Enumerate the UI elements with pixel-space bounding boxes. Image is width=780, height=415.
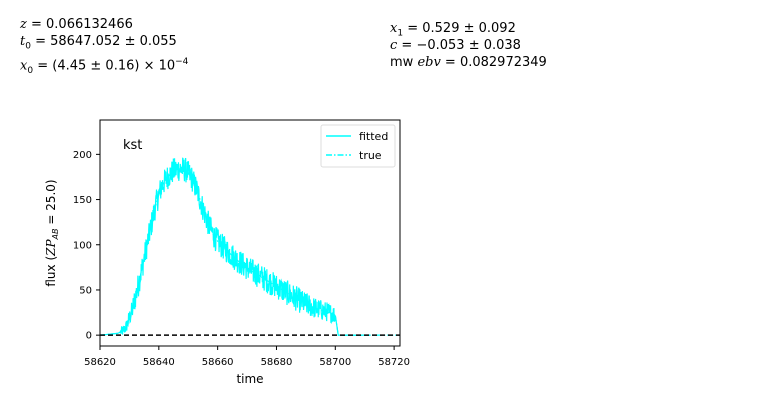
mwebv-value: 0.082972349 <box>459 55 547 70</box>
fit-parameters-right: x1 = 0.529 ± 0.092 c = −0.053 ± 0.038 mw… <box>390 20 547 71</box>
y-tick-label-100: 100 <box>73 240 92 251</box>
y-tick-label-150: 150 <box>73 195 92 206</box>
x-tick-label-58720: 58720 <box>378 357 410 368</box>
plot-frame <box>99 119 401 347</box>
y-tick-label-0: 0 <box>86 331 92 342</box>
legend: fitted true <box>320 124 396 168</box>
redshift-readout: z = 0.066132466 <box>20 17 133 32</box>
x-axis-ticks: 58620 58640 58660 58680 58700 58720 <box>84 346 410 368</box>
x-tick-label-58620: 58620 <box>84 357 116 368</box>
x0-exponent: −4 <box>175 57 189 67</box>
x-tick-label-58700: 58700 <box>319 357 351 368</box>
series-fitted <box>100 157 371 336</box>
mwebv-readout: mw ebv = 0.082972349 <box>390 55 547 70</box>
series-true <box>100 168 400 336</box>
x1-value: 0.529 ± 0.092 <box>422 21 516 36</box>
x-tick-label-58660: 58660 <box>202 357 234 368</box>
legend-label-fitted: fitted <box>359 130 388 143</box>
x0-readout: x0 = (4.45 ± 0.16) × 10−4 <box>20 57 189 76</box>
x1-readout: x1 = 0.529 ± 0.092 <box>390 21 516 39</box>
x-tick-label-58680: 58680 <box>261 357 293 368</box>
y-tick-label-50: 50 <box>79 285 92 296</box>
redshift-value: 0.066132466 <box>46 17 133 32</box>
color-value: −0.053 ± 0.038 <box>416 38 521 53</box>
color-readout: c = −0.053 ± 0.038 <box>390 38 521 53</box>
y-axis-label: flux (ZPAB = 25.0) <box>44 179 60 286</box>
x-axis-label: time <box>236 372 263 386</box>
x0-value: (4.45 ± 0.16) × 10 <box>52 58 176 74</box>
fit-parameters-left: z = 0.066132466 t0 = 58647.052 ± 0.055 x… <box>20 16 189 76</box>
y-axis-ticks: 0 50 100 150 200 <box>73 150 100 342</box>
t0-readout: t0 = 58647.052 ± 0.055 <box>20 34 177 52</box>
t0-value: 58647.052 ± 0.055 <box>50 34 177 49</box>
y-tick-label-200: 200 <box>73 150 92 161</box>
x-tick-label-58640: 58640 <box>143 357 175 368</box>
band-label: kst <box>123 138 142 153</box>
legend-label-true: true <box>359 149 382 162</box>
curve-layer <box>100 157 400 336</box>
